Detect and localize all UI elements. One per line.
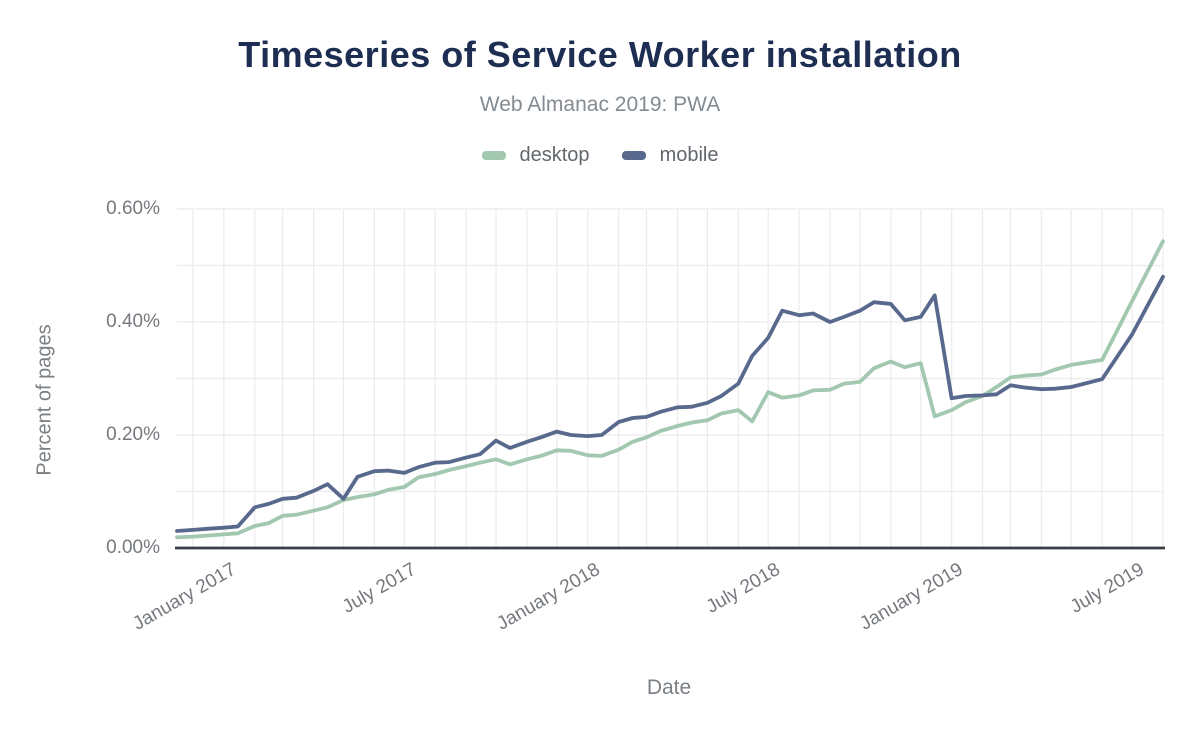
legend: desktop mobile <box>0 144 1200 167</box>
y-tick-label: 0.60% <box>106 198 160 219</box>
y-tick-label: 0.40% <box>106 311 160 332</box>
chart-title: Timeseries of Service Worker installatio… <box>238 34 962 75</box>
legend-swatch-desktop <box>481 151 506 160</box>
legend-item-desktop[interactable]: desktop <box>481 144 590 167</box>
legend-label-mobile: mobile <box>659 144 719 166</box>
chart-subtitle: Web Almanac 2019: PWA <box>479 93 721 116</box>
series-line-mobile <box>175 274 1165 533</box>
series-line-desktop <box>175 239 1165 540</box>
legend-item-mobile[interactable]: mobile <box>621 144 719 167</box>
y-tick-label: 0.20% <box>106 424 160 445</box>
legend-label-desktop: desktop <box>519 144 590 166</box>
legend-swatch-mobile <box>621 151 646 160</box>
y-tick-label: 0.00% <box>106 537 160 558</box>
